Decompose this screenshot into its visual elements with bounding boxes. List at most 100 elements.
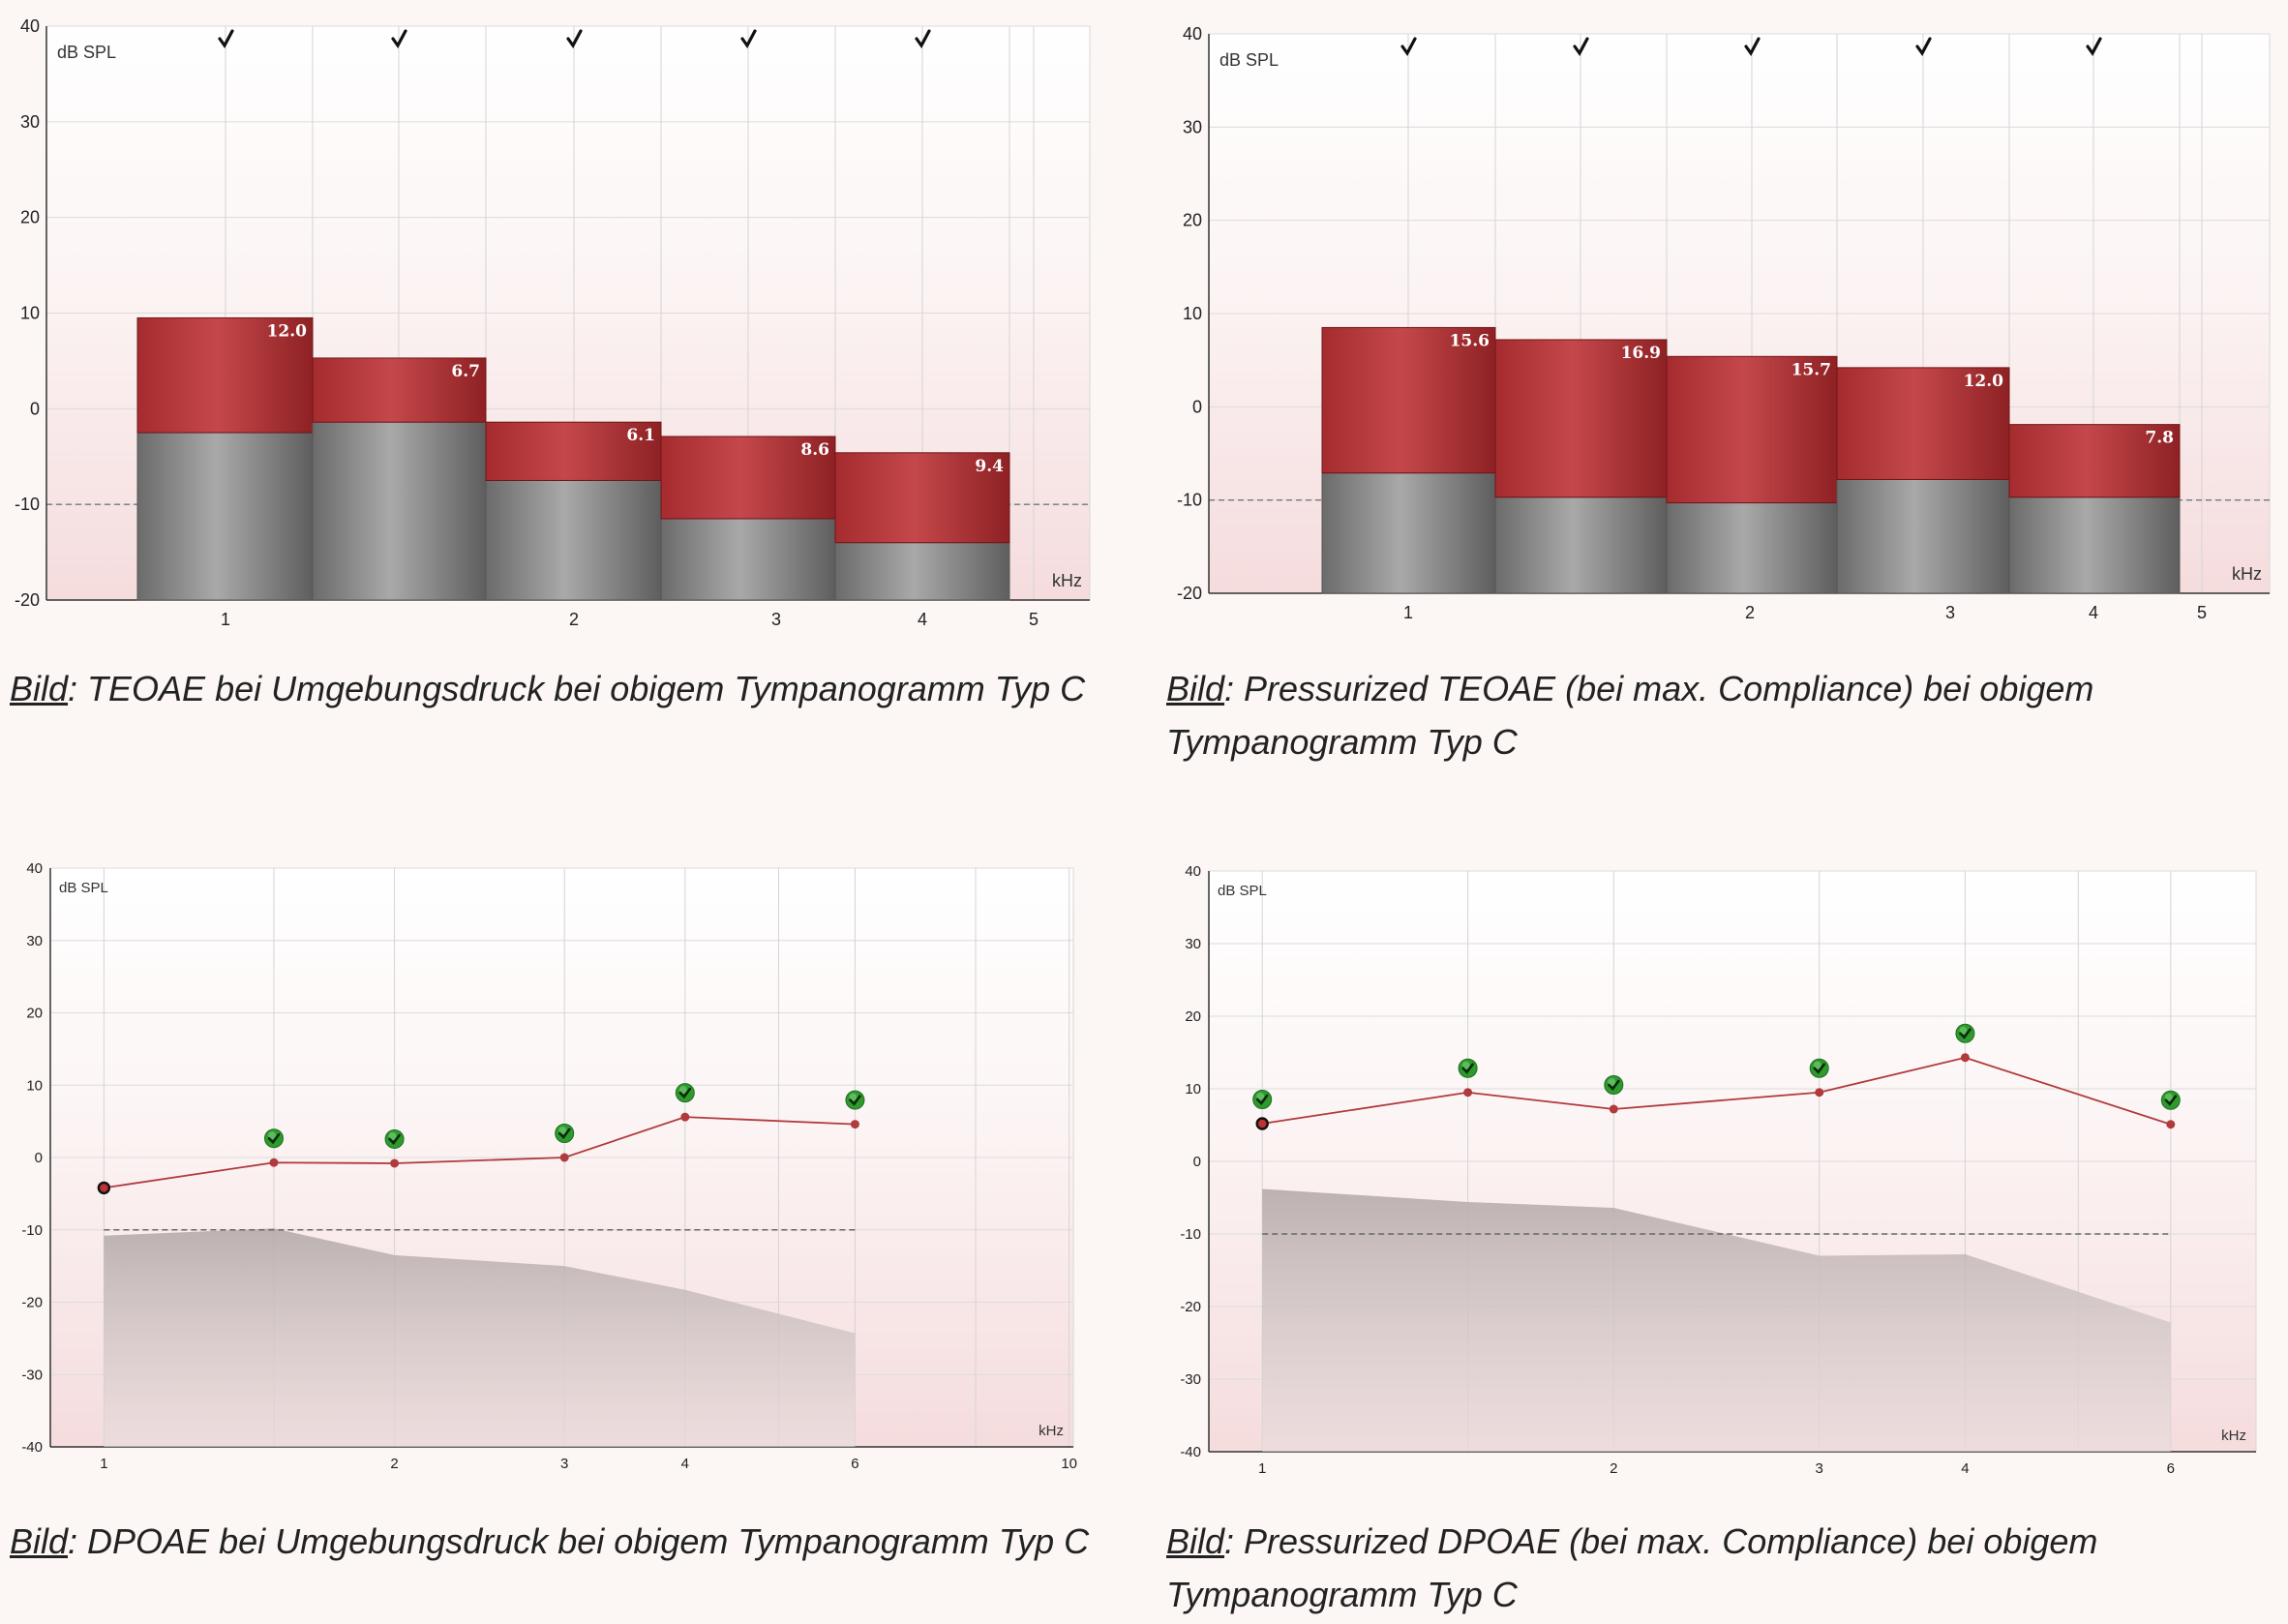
check-icon (1573, 37, 1589, 57)
dpoae-pressurized-svg: 40 30 20 10 0 -10 -20 -30 -40 dB SPL kHz 1 2 3 4 6 (1180, 863, 2257, 1477)
y-tick-label: -10 (21, 1222, 43, 1239)
y-tick-label: 40 (20, 16, 40, 36)
x-tick-label: 4 (2089, 603, 2098, 622)
pass-check-icon (1458, 1058, 1478, 1078)
pass-check-icon (675, 1083, 695, 1103)
y-tick-label: -30 (21, 1367, 43, 1383)
pass-check-icon (555, 1124, 575, 1143)
x-tick-label: 1 (1258, 1460, 1266, 1477)
x-tick-label: 2 (569, 610, 579, 629)
x-tick-label: 5 (1029, 610, 1039, 629)
x-tick-label: 2 (1745, 603, 1755, 622)
y-axis-label: dB SPL (59, 880, 108, 896)
y-axis-label: dB SPL (57, 43, 116, 62)
x-tick-label: 2 (390, 1456, 398, 1472)
caption-text: : TEOAE bei Umgebungsdruck bei obigem Ty… (68, 669, 1086, 708)
y-tick-label: 0 (1193, 1154, 1201, 1170)
y-tick-label: 20 (1183, 211, 1202, 230)
bar-value-label: 6.1 (626, 426, 655, 445)
x-tick-label: 3 (771, 610, 781, 629)
caption-dpoae-pressurized: Bild: Pressurized DPOAE (bei max. Compli… (1166, 1515, 2097, 1621)
bar-value-label: 8.6 (800, 440, 829, 460)
y-tick-label: -40 (1180, 1444, 1201, 1460)
dp-point (2166, 1120, 2176, 1129)
bar-value-label: 6.7 (451, 362, 480, 381)
bar-value-label: 15.6 (1450, 331, 1490, 350)
x-tick-label: 1 (1403, 603, 1413, 622)
check-icon (740, 29, 757, 49)
y-tick-label: 40 (26, 860, 43, 877)
dp-point (559, 1153, 569, 1162)
dp-point (850, 1120, 859, 1129)
y-tick-label: 0 (1192, 397, 1202, 416)
noise-bar (1321, 472, 1496, 594)
response-bar (834, 452, 1010, 544)
caption-text: : Pressurized TEOAE (bei max. Compliance… (1224, 669, 2094, 708)
x-tick-label: 10 (1061, 1456, 1077, 1472)
y-tick-label: 10 (26, 1077, 43, 1094)
response-bar (2008, 424, 2181, 498)
x-tick-label: 1 (221, 610, 230, 629)
dp-response-line (104, 1116, 856, 1189)
caption-dpoae-ambient: Bild: DPOAE bei Umgebungsdruck bei obige… (10, 1515, 1089, 1568)
y-axis-label: dB SPL (1218, 883, 1267, 899)
caption-text: : DPOAE bei Umgebungsdruck bei obigem Ty… (68, 1521, 1090, 1561)
caption-lead: Bild (1166, 669, 1225, 708)
check-icon (2086, 37, 2102, 57)
response-bar (1836, 367, 2010, 480)
pass-check-icon (1955, 1023, 1975, 1043)
teoae-pressurized-chart: 40 30 20 10 0 -10 -20 15.6 16.9 15.7 12.0 7.8 dB SPL… (1157, 19, 2279, 639)
x-axis-label: kHz (1052, 571, 1082, 590)
teoae-ambient-svg: 40 30 20 10 0 -10 -20 12.0 6.7 6.1 8.6 9.4 dB SPL kHz… (15, 16, 1091, 629)
bar-value-label: 12.0 (267, 321, 308, 341)
x-tick-label: 3 (560, 1456, 568, 1472)
y-tick-label: -10 (1177, 491, 1202, 510)
pass-check-icon (1252, 1090, 1273, 1109)
check-icon (1744, 37, 1761, 57)
y-tick-label: 10 (1185, 1081, 1201, 1098)
pass-check-icon (1809, 1058, 1829, 1078)
bar-value-label: 12.0 (1964, 372, 2004, 391)
noise-floor-area (104, 1228, 856, 1447)
dpoae-ambient-svg: 40 30 20 10 0 -10 -20 -30 -40 dB SPL kHz 1 2 3 4 6 10 (21, 860, 1077, 1472)
caption-lead: Bild (10, 1521, 69, 1561)
dp-point (1815, 1088, 1824, 1098)
check-icon (1915, 37, 1932, 57)
pass-check-icon (2160, 1090, 2181, 1110)
x-axis-label: kHz (2221, 1428, 2246, 1444)
y-tick-label: 0 (30, 399, 40, 418)
dp-response-line (1262, 1056, 2172, 1126)
x-tick-label: 3 (1945, 603, 1955, 622)
noise-bar (660, 518, 836, 601)
check-icon (915, 29, 931, 49)
response-bar (1666, 355, 1838, 504)
dp-point (390, 1158, 400, 1168)
y-tick-label: 40 (1183, 24, 1202, 44)
y-axis-label: dB SPL (1219, 50, 1279, 70)
dp-point (1255, 1117, 1269, 1130)
caption-lead: Bild (1166, 1521, 1225, 1561)
pass-check-icon (1604, 1075, 1624, 1095)
y-tick-label: 30 (26, 933, 43, 949)
y-tick-label: -40 (21, 1439, 43, 1456)
y-tick-label: 10 (1183, 304, 1202, 323)
check-icon (566, 29, 583, 49)
response-bar (312, 357, 487, 423)
x-tick-label: 1 (100, 1456, 107, 1472)
y-tick-label: 10 (20, 304, 40, 323)
x-axis-label: kHz (2232, 564, 2262, 584)
noise-bar (2008, 496, 2181, 594)
dpoae-pressurized-chart: 40 30 20 10 0 -10 -20 -30 -40 dB SPL kHz 1 2 3 4 6 (1157, 861, 2279, 1486)
pass-check-icon (384, 1128, 405, 1149)
y-tick-label: -30 (1180, 1371, 1201, 1388)
dpoae-ambient-chart: 40 30 20 10 0 -10 -20 -30 -40 dB SPL kHz 1 2 3 4 6 10 (0, 857, 1103, 1481)
x-tick-label: 5 (2197, 603, 2207, 622)
y-tick-label: -20 (1177, 584, 1202, 603)
x-tick-label: 3 (1816, 1460, 1823, 1477)
teoae-pressurized-svg: 40 30 20 10 0 -10 -20 15.6 16.9 15.7 12.0 7.8 dB SPL… (1177, 24, 2271, 622)
dp-point (269, 1158, 279, 1167)
x-axis-label: kHz (1039, 1423, 1064, 1439)
pass-check-icon (845, 1090, 865, 1110)
response-bar (1321, 326, 1496, 474)
check-icon (1400, 37, 1417, 57)
